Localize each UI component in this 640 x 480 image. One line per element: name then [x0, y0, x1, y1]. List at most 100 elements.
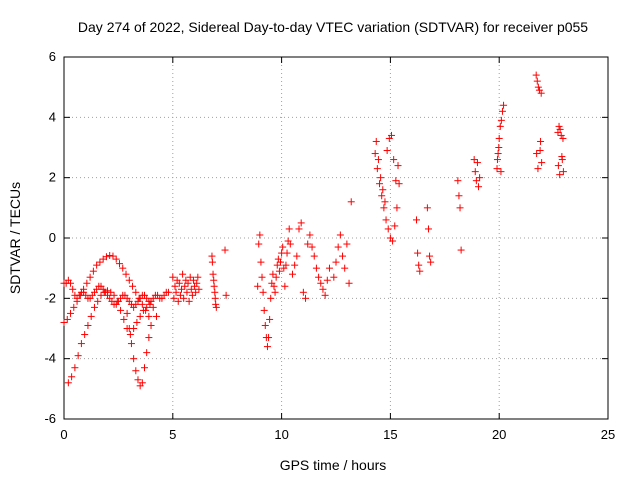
data-point: [130, 355, 138, 363]
data-point: [414, 249, 422, 257]
data-point: [299, 288, 307, 296]
data-point: [194, 273, 202, 281]
data-point: [178, 285, 186, 293]
data-point: [263, 343, 271, 351]
data-point: [533, 150, 541, 158]
data-point: [180, 294, 188, 302]
y-tick-label: -6: [44, 411, 56, 426]
data-point: [164, 288, 172, 296]
y-tick-label: 4: [49, 109, 56, 124]
data-point: [81, 331, 89, 339]
data-point: [211, 288, 219, 296]
data-point: [176, 291, 184, 299]
data-point: [267, 294, 275, 302]
data-point: [210, 276, 218, 284]
data-point: [126, 331, 134, 339]
data-point: [195, 285, 203, 293]
data-point: [208, 252, 216, 260]
data-point: [123, 309, 131, 317]
data-point: [423, 204, 431, 212]
data-point: [152, 312, 160, 320]
data-point: [271, 288, 279, 296]
data-point: [221, 246, 229, 254]
data-point: [102, 253, 110, 261]
data-point: [183, 288, 191, 296]
x-tick-label: 25: [601, 427, 615, 442]
data-point: [559, 168, 567, 176]
data-point: [456, 204, 464, 212]
data-point: [211, 294, 219, 302]
data-point: [475, 183, 483, 191]
data-point: [260, 306, 268, 314]
data-point: [60, 318, 68, 326]
data-point: [457, 246, 465, 254]
data-point: [86, 273, 94, 281]
y-tick-label: -2: [44, 290, 56, 305]
data-point: [127, 340, 135, 348]
data-point: [558, 153, 566, 161]
data-point: [256, 231, 264, 239]
data-point: [119, 264, 127, 272]
data-point: [393, 204, 401, 212]
data-point: [136, 312, 144, 320]
data-point: [339, 252, 347, 260]
data-point: [181, 282, 189, 290]
data-point: [378, 192, 386, 200]
data-point: [554, 162, 562, 170]
data-point: [132, 367, 140, 375]
data-point: [120, 315, 128, 323]
data-point: [325, 264, 333, 272]
data-point: [112, 255, 120, 263]
data-point: [310, 252, 318, 260]
data-point: [257, 258, 265, 266]
data-point: [471, 168, 479, 176]
data-point: [332, 258, 340, 266]
data-point: [345, 279, 353, 287]
x-tick-label: 0: [60, 427, 67, 442]
data-point: [143, 349, 151, 357]
data-point: [427, 258, 435, 266]
data-point: [534, 165, 542, 173]
data-point: [122, 270, 130, 278]
data-point: [291, 261, 299, 269]
data-point: [109, 252, 117, 260]
data-point: [343, 240, 351, 248]
data-point: [384, 225, 392, 233]
data-point: [184, 279, 192, 287]
data-point: [115, 260, 123, 268]
data-point: [74, 352, 82, 360]
data-point: [87, 312, 95, 320]
data-point: [141, 364, 149, 372]
data-point: [275, 267, 283, 275]
data-point: [282, 261, 290, 269]
data-point: [258, 273, 266, 281]
data-point: [139, 306, 147, 314]
data-point: [536, 147, 544, 155]
data-point: [535, 86, 543, 94]
data-point: [125, 276, 133, 284]
data-point: [382, 216, 390, 224]
data-point: [64, 379, 72, 387]
data-point: [381, 198, 389, 206]
data-point: [302, 294, 310, 302]
data-point: [377, 174, 385, 182]
data-point: [93, 261, 101, 269]
y-axis-label: SDTVAR / TECUs: [7, 182, 23, 294]
data-point: [538, 159, 546, 167]
data-point: [500, 101, 508, 109]
data-point: [389, 237, 397, 245]
data-point: [308, 243, 316, 251]
data-point: [174, 297, 182, 305]
data-point: [374, 156, 382, 164]
data-point: [68, 373, 76, 381]
data-point: [371, 150, 379, 158]
data-point: [67, 279, 75, 287]
data-point: [493, 156, 501, 164]
data-point: [273, 261, 281, 269]
data-point: [133, 318, 141, 326]
data-point: [266, 315, 274, 323]
data-point: [319, 285, 327, 293]
data-point: [498, 107, 506, 115]
data-point: [132, 288, 140, 296]
